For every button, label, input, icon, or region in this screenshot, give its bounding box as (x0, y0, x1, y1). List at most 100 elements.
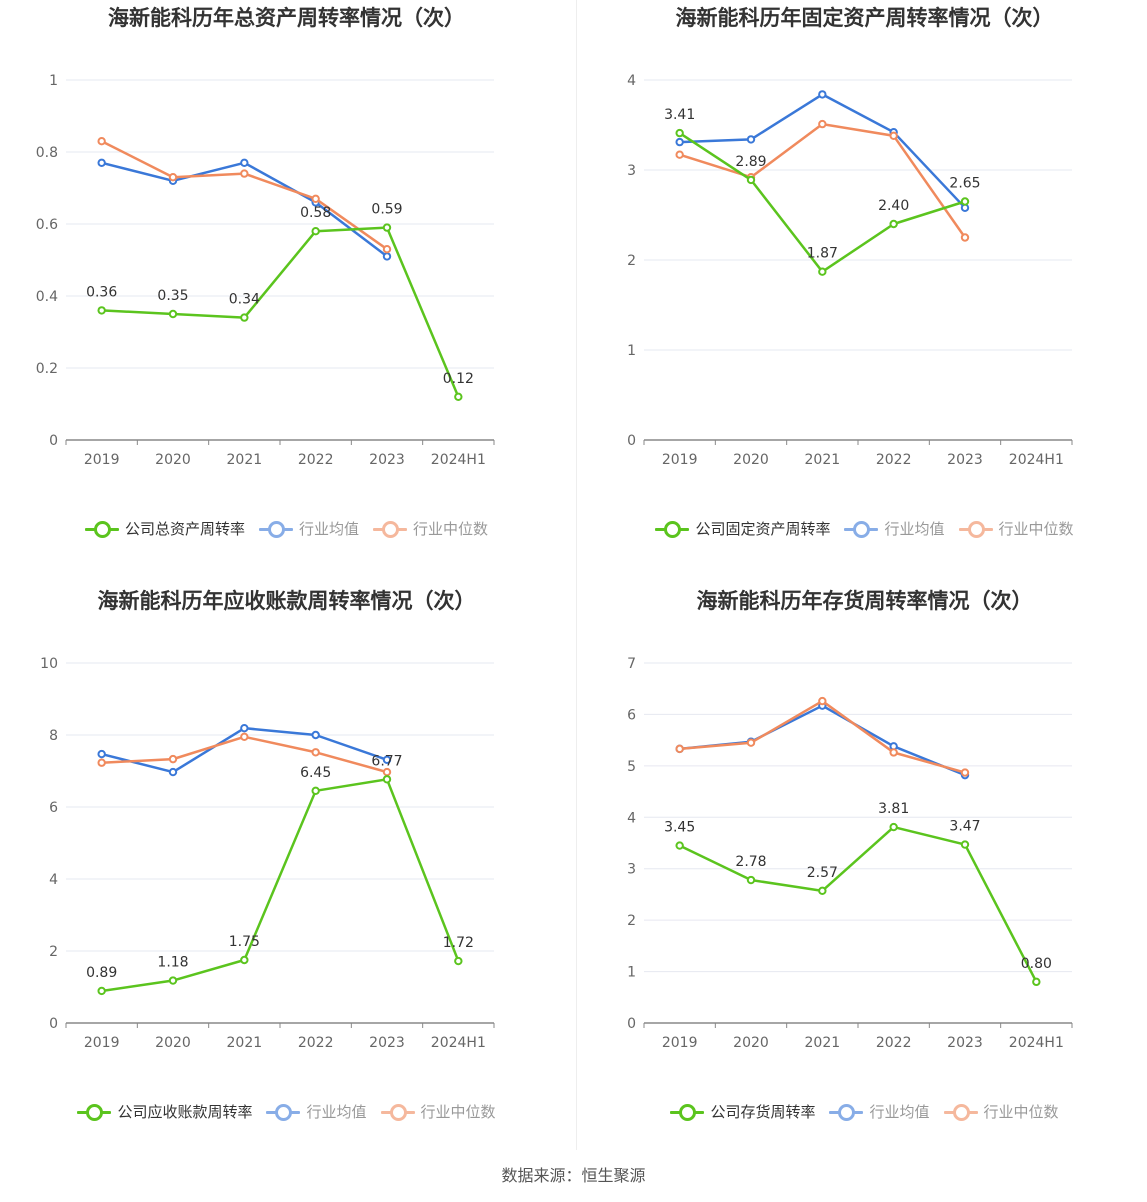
legend-item-median[interactable]: 行业中位数 (943, 1101, 1059, 1122)
data-point-company (960, 197, 970, 206)
legend-item-company[interactable]: 公司固定资产周转率 (655, 518, 830, 539)
legend-label: 行业均值 (869, 1103, 930, 1121)
data-point-avg (240, 158, 249, 168)
x-tick-label: 2023 (369, 1035, 405, 1051)
data-point-median (960, 233, 970, 242)
data-point-company (960, 840, 970, 849)
legend-item-avg[interactable]: 行业均值 (258, 518, 359, 539)
data-point-company (382, 775, 392, 784)
x-tick-label: 2024H1 (431, 1035, 486, 1051)
data-point-median (960, 768, 970, 777)
x-tick-label: 2021 (227, 452, 263, 468)
legend-label: 行业中位数 (983, 1103, 1059, 1121)
data-label: 6.77 (371, 753, 402, 769)
y-tick-label: 5 (627, 759, 636, 775)
x-tick-label: 2019 (84, 452, 120, 468)
y-tick-label: 4 (627, 73, 636, 89)
legend-item-median[interactable]: 行业中位数 (958, 518, 1074, 539)
series-line-company (679, 825, 1038, 983)
legend-marker-icon (266, 1103, 301, 1121)
data-source-note: 数据来源：恒生聚源 (501, 1166, 646, 1185)
x-tick-label: 2020 (733, 1035, 769, 1051)
legend-marker-icon (958, 520, 993, 538)
data-point-company (311, 227, 320, 236)
legend-item-company[interactable]: 公司总资产周转率 (84, 518, 245, 539)
y-tick-label: 7 (627, 656, 636, 672)
x-tick-label: 2022 (298, 452, 334, 468)
x-tick-label: 2019 (662, 1035, 698, 1051)
legend-item-company[interactable]: 公司存货周转率 (670, 1101, 815, 1122)
data-label: 3.45 (664, 820, 695, 836)
legend-label: 公司固定资产周转率 (695, 520, 831, 538)
data-point-avg (97, 749, 106, 759)
data-label: 2.40 (878, 198, 909, 214)
data-point-median (168, 173, 178, 182)
x-tick-label: 2020 (733, 452, 769, 468)
x-tick-label: 2024H1 (1009, 1035, 1064, 1051)
legend-item-median[interactable]: 行业中位数 (380, 1101, 496, 1122)
data-point-avg (746, 135, 756, 144)
data-label: 2.89 (735, 154, 766, 170)
chart-panel-inventory-turnover: 海新能科历年存货周转率情况（次） 0 1 2 3 4 5 6 7 2019 2020 2021 202… (578, 583, 1147, 1165)
legend-label: 公司应收账款周转率 (117, 1103, 253, 1121)
chart-canvas: 0 1 2 3 4 2019 2020 2021 2022 2023 2024H1 3.41 2.89 1… (627, 73, 1073, 468)
data-point-company (168, 976, 178, 985)
legend-item-avg[interactable]: 行业均值 (844, 518, 945, 539)
data-point-median (675, 744, 684, 754)
data-label: 1.75 (229, 934, 260, 950)
series-line-company (101, 778, 460, 993)
series-line-avg (679, 93, 966, 209)
y-tick-label: 0.6 (36, 217, 58, 233)
chart-panel-fixed-asset-turnover: 海新能科历年固定资产周转率情况（次） 0 1 2 3 4 2019 2020 2021 2022… (578, 0, 1147, 582)
y-tick-label: 1 (627, 965, 636, 981)
data-point-company (1032, 977, 1041, 987)
data-label: 3.81 (878, 801, 909, 817)
chart-legend: 公司总资产周转率 行业均值 行业中位数 (0, 518, 573, 539)
x-tick-label: 2019 (662, 452, 698, 468)
legend-item-median[interactable]: 行业中位数 (373, 518, 488, 539)
data-label: 1.18 (157, 955, 188, 971)
data-point-company (675, 841, 684, 850)
chart-legend: 公司固定资产周转率 行业均值 行业中位数 (578, 518, 1147, 539)
data-point-median (311, 748, 320, 757)
data-point-avg (311, 730, 320, 740)
data-point-company (746, 175, 756, 185)
data-point-median (240, 169, 249, 178)
data-label: 3.47 (949, 819, 980, 835)
series-line-median (679, 699, 966, 774)
data-point-median (675, 150, 684, 159)
data-point-median (382, 767, 392, 777)
legend-label: 行业均值 (306, 1103, 367, 1121)
x-tick-label: 2024H1 (431, 452, 486, 468)
legend-marker-icon (844, 520, 879, 538)
legend-item-avg[interactable]: 行业均值 (266, 1101, 367, 1122)
data-point-median (97, 758, 106, 767)
data-point-company (889, 219, 898, 229)
data-point-company (818, 267, 827, 276)
chart-title: 海新能科历年应收账款周转率情况（次） (97, 589, 476, 613)
data-label: 0.80 (1021, 956, 1052, 972)
x-tick-label: 2024H1 (1009, 452, 1064, 468)
series-line-median (101, 140, 388, 251)
legend-marker-icon (77, 1103, 112, 1121)
data-label: 2.57 (807, 865, 838, 881)
y-tick-label: 2 (627, 253, 636, 269)
legend-label: 行业中位数 (998, 520, 1074, 538)
legend-item-avg[interactable]: 行业均值 (829, 1101, 930, 1122)
legend-label: 行业中位数 (413, 520, 489, 538)
y-tick-label: 6 (49, 800, 58, 816)
y-tick-label: 0 (627, 433, 636, 449)
chart-legend: 公司存货周转率 行业均值 行业中位数 (578, 1101, 1147, 1122)
data-point-company (889, 822, 898, 832)
chart-canvas: 0 2 4 6 8 10 2019 2020 2021 2022 2023 2024H1 0.89 1.1… (40, 656, 495, 1051)
x-tick-label: 2020 (155, 452, 191, 468)
y-tick-label: 3 (627, 862, 636, 878)
data-label: 0.36 (86, 284, 117, 300)
x-tick-label: 2022 (298, 1035, 334, 1051)
data-point-company (240, 955, 249, 965)
chart-title: 海新能科历年固定资产周转率情况（次） (675, 6, 1054, 30)
series-line-company (101, 226, 460, 398)
x-tick-label: 2023 (369, 452, 405, 468)
legend-item-company[interactable]: 公司应收账款周转率 (77, 1101, 252, 1122)
x-tick-label: 2021 (805, 452, 841, 468)
